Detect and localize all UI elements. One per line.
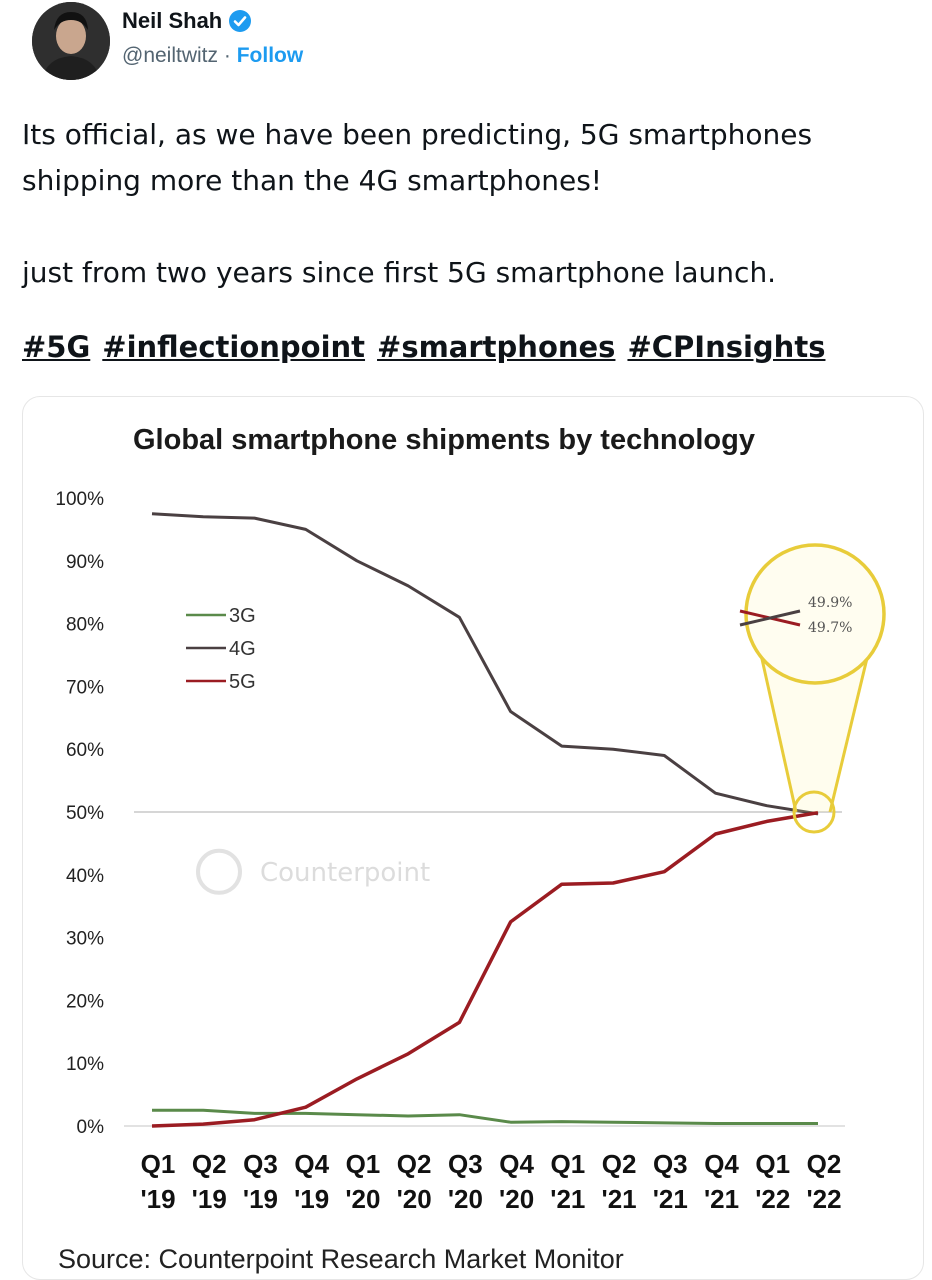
x-tick-label: Q3 xyxy=(653,1149,688,1179)
x-tick-label: Q1 xyxy=(551,1149,586,1179)
y-tick-label: 0% xyxy=(77,1117,105,1138)
x-tick-label-year: '21 xyxy=(550,1184,585,1214)
author-name[interactable]: Neil Shah xyxy=(122,8,223,33)
chart-source: Source: Counterpoint Research Market Mon… xyxy=(58,1244,624,1274)
x-tick-label-year: '19 xyxy=(294,1184,329,1214)
follow-button[interactable]: Follow xyxy=(236,44,304,67)
hashtag-link[interactable]: #inflectionpoint xyxy=(102,330,366,364)
x-tick-label-year: '19 xyxy=(192,1184,227,1214)
x-tick-label-year: '20 xyxy=(397,1184,432,1214)
x-tick-label: Q3 xyxy=(448,1149,483,1179)
callout-magnifier xyxy=(744,543,886,685)
x-tick-label: Q4 xyxy=(294,1149,329,1179)
x-tick-label: Q4 xyxy=(499,1149,534,1179)
y-tick-label: 60% xyxy=(66,740,104,761)
tweet-text-line2: just from two years since first 5G smart… xyxy=(22,256,777,289)
callout-4g-line xyxy=(739,609,801,627)
y-tick-label: 50% xyxy=(66,803,104,824)
y-tick-label: 40% xyxy=(66,866,104,887)
hashtag-list: #5G #inflectionpoint #smartphones #CPIns… xyxy=(22,330,825,364)
x-tick-label-year: '20 xyxy=(448,1184,483,1214)
x-tick-label: Q4 xyxy=(704,1149,739,1179)
y-tick-label: 100% xyxy=(55,489,104,510)
x-tick-label-year: '21 xyxy=(602,1184,637,1214)
x-tick-label: Q2 xyxy=(602,1149,637,1179)
callout-label-5g: 49.9% xyxy=(808,595,852,611)
chart-title: Global smartphone shipments by technolog… xyxy=(133,424,755,456)
media-card[interactable] xyxy=(22,396,924,1280)
x-tick-label-year: '21 xyxy=(704,1184,739,1214)
x-tick-label: Q2 xyxy=(807,1149,842,1179)
chart-image: Global smartphone shipments by technolog… xyxy=(55,424,886,1214)
x-tick-label: Q1 xyxy=(755,1149,790,1179)
callout-label-4g: 49.7% xyxy=(808,620,852,636)
tweet-text-line1: Its official, as we have been predicting… xyxy=(22,118,813,197)
legend-label-3g: 3G xyxy=(229,605,256,627)
tweet-body: Its official, as we have been predicting… xyxy=(22,112,922,296)
x-tick-label-year: '20 xyxy=(345,1184,380,1214)
x-tick-label: Q1 xyxy=(346,1149,381,1179)
author-handle[interactable]: @neiltwitz xyxy=(122,44,219,67)
x-tick-label-year: '21 xyxy=(653,1184,688,1214)
avatar-photo xyxy=(32,2,110,80)
handle-separator: · xyxy=(223,44,231,67)
watermark-text: Counterpoint xyxy=(260,858,430,888)
series-line-5g xyxy=(151,810,819,1128)
x-tick-label-year: '20 xyxy=(499,1184,534,1214)
series-line-4g xyxy=(151,512,819,816)
x-tick-label: Q3 xyxy=(243,1149,278,1179)
x-tick-label-year: '19 xyxy=(140,1184,175,1214)
x-tick-label: Q2 xyxy=(192,1149,227,1179)
y-tick-label: 80% xyxy=(66,615,104,636)
callout-small-circle xyxy=(792,790,836,834)
y-tick-label: 70% xyxy=(66,677,104,698)
hashtag-link[interactable]: #CPInsights xyxy=(627,330,826,364)
hashtag-link[interactable]: #5G xyxy=(22,330,91,364)
series-line-3g xyxy=(152,1108,818,1125)
hashtag-link[interactable]: #smartphones xyxy=(377,330,616,364)
author-block: Neil Shah @neiltwitz · Follow xyxy=(122,8,303,68)
watermark-logo xyxy=(196,848,242,895)
y-tick-label: 90% xyxy=(66,552,104,573)
x-tick-label-year: '22 xyxy=(755,1184,790,1214)
author-avatar[interactable] xyxy=(32,2,110,80)
x-tick-label: Q2 xyxy=(397,1149,432,1179)
verified-badge-icon xyxy=(229,10,252,32)
legend-label-5g: 5G xyxy=(229,671,256,693)
y-tick-label: 20% xyxy=(66,991,104,1012)
y-tick-label: 10% xyxy=(66,1054,104,1075)
x-tick-label: Q1 xyxy=(141,1149,176,1179)
legend-label-4g: 4G xyxy=(229,638,256,660)
y-tick-label: 30% xyxy=(66,929,104,950)
x-tick-label-year: '19 xyxy=(243,1184,278,1214)
x-tick-label-year: '22 xyxy=(806,1184,841,1214)
